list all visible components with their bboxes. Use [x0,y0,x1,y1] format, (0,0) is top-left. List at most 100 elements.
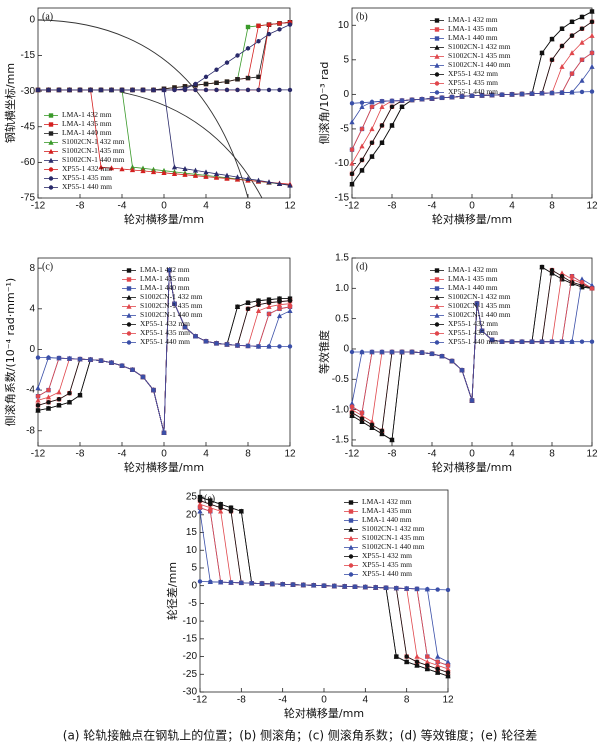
legend-label: LMA-1 440 mm [362,515,412,524]
data-point [245,175,251,181]
x-tick-label: 8 [404,695,410,706]
y-tick-label: 0.5 [335,313,349,324]
data-point [419,350,425,355]
data-point [255,308,262,314]
legend-label: LMA-1 432 mm [448,265,498,274]
data-point [379,349,385,355]
legend-label: XP55-1 432 mm [62,164,112,173]
data-point [559,90,565,95]
x-tick-label: -8 [237,695,246,706]
data-point [197,579,203,584]
data-point [224,172,230,178]
legend-marker [434,331,440,336]
y-tick-label: -5 [188,598,197,609]
y-tick-label: 0 [343,89,349,100]
data-point [301,582,306,588]
x-tick-label: 4 [203,449,209,460]
data-point [287,308,293,314]
legend-marker [348,572,354,577]
data-point [197,508,203,514]
data-point [109,360,114,365]
data-point [369,422,375,427]
x-tick-label: -12 [193,695,208,706]
data-point [439,354,445,359]
data-point [529,91,535,96]
data-point [88,357,93,362]
data-point [56,402,62,408]
y-tick-label: -0.5 [332,374,350,385]
y-tick-label: 10 [186,545,198,556]
data-point [435,587,440,592]
data-point [234,303,241,309]
data-point [182,324,188,330]
data-point [393,653,399,659]
y-tick-label: 15 [186,527,198,538]
data-point [56,397,62,402]
data-point [519,91,525,97]
legend-marker [348,518,354,523]
data-point [579,283,585,288]
data-point [266,344,272,349]
legend-marker [348,526,354,532]
data-point [549,339,555,344]
data-point [140,87,146,93]
y-axis-label: 轮径差/mm [165,562,179,620]
data-point [383,585,389,591]
data-point [404,586,409,591]
data-point [359,410,365,415]
data-point [277,299,282,304]
legend-label: S1002CN-1 432 mm [362,524,425,533]
data-point [369,126,375,132]
data-point [539,264,545,270]
data-point [66,399,73,405]
data-point [445,663,451,668]
data-point [277,344,282,349]
x-tick-label: 12 [442,695,454,706]
data-point [439,95,445,101]
legend-marker [348,535,354,541]
data-point [287,298,293,303]
data-point [35,397,41,403]
legend-label: LMA-1 435 mm [448,24,498,33]
data-point [549,36,555,42]
y-tick-label: -4 [26,385,35,396]
legend-marker [434,322,440,327]
data-point [77,87,83,93]
legend-label: S1002CN-1 432 mm [62,137,125,146]
data-point [389,437,395,443]
data-point [569,339,575,344]
x-tick-label: 8 [245,201,251,212]
x-axis-label: 轮对横移量/mm [284,706,364,720]
legend-label: LMA-1 440 mm [448,283,498,292]
data-point [245,87,251,93]
panel-label: (c) [42,261,53,272]
data-point [509,92,515,97]
data-point [203,74,209,80]
data-point [379,123,385,128]
data-point [369,425,375,431]
data-point [539,50,545,56]
data-point [256,302,261,307]
data-point [214,341,219,346]
y-tick-label: 1.0 [335,283,349,294]
data-point [150,169,157,175]
data-point [256,74,261,80]
data-point [214,87,219,93]
x-tick-label: 0 [161,449,167,460]
legend-marker [434,294,440,300]
data-point [46,387,51,393]
data-point [35,355,41,360]
data-point [287,344,293,349]
data-point [519,339,525,344]
data-point [414,653,420,659]
data-point [549,90,555,96]
data-point [203,87,209,93]
data-point [46,400,51,405]
data-point [256,344,261,349]
data-point [429,96,435,101]
legend-label: XP55-1 435 mm [140,328,190,337]
data-point [161,430,167,435]
data-point [539,339,545,344]
data-point [277,21,282,26]
data-point [349,349,355,355]
